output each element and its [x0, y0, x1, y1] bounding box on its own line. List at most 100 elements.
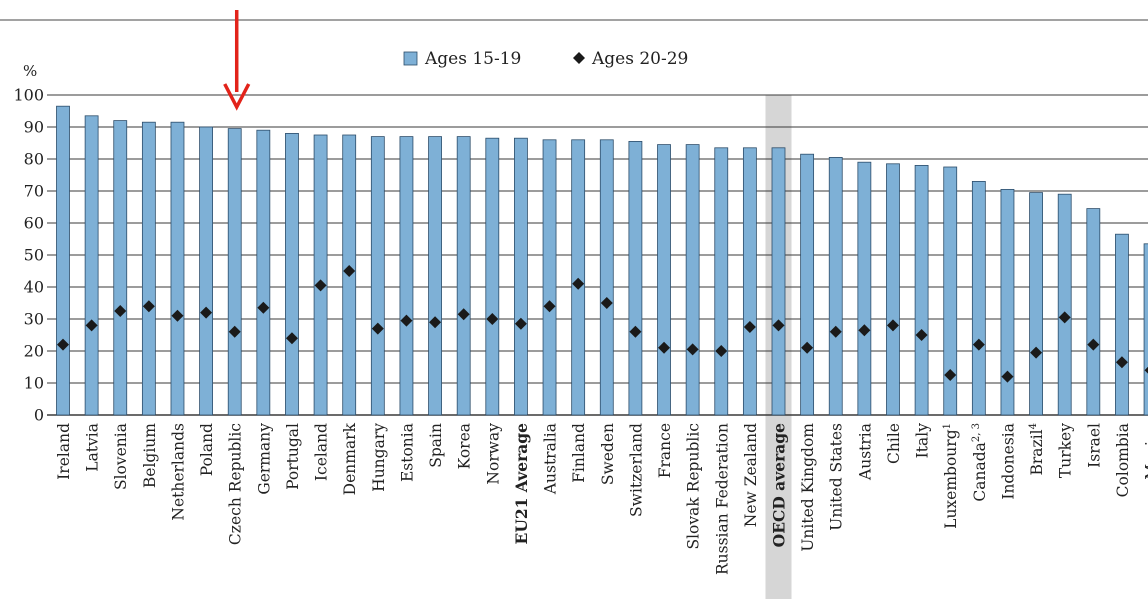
- marker-luxembourg: [944, 369, 957, 381]
- marker-colombia: [1115, 356, 1128, 369]
- marker-finland: [572, 277, 585, 290]
- marker-russian-federation: [715, 345, 728, 357]
- marker-slovak-republic: [686, 343, 699, 356]
- marker-italy: [915, 329, 928, 341]
- markers-ages-20-29: [57, 265, 1148, 383]
- bar-sweden: [599, 139, 614, 416]
- category-label-finland: Finland: [570, 423, 588, 483]
- category-label-netherlands: Netherlands: [169, 423, 187, 521]
- y-tick-label-40: 40: [24, 278, 44, 297]
- bar-norway: [485, 137, 500, 416]
- legend-swatch-bar: [403, 51, 418, 66]
- bars-ages-15-19: [56, 105, 1148, 416]
- highlight-arrow-icon: [223, 10, 251, 111]
- bar-italy: [914, 164, 929, 416]
- marker-portugal: [285, 332, 298, 345]
- bar-new-zealand: [742, 147, 757, 416]
- bar-portugal: [285, 132, 299, 416]
- category-label-oecd-average: OECD average: [770, 423, 789, 547]
- category-label-brazil: Brazil4: [1028, 423, 1046, 476]
- marker-netherlands: [171, 309, 184, 322]
- marker-estonia: [400, 314, 413, 327]
- marker-czech-republic: [228, 325, 241, 338]
- marker-norway: [486, 313, 499, 325]
- marker-indonesia: [1001, 370, 1014, 383]
- category-label-estonia: Estonia: [398, 423, 416, 482]
- category-label-spain: Spain: [427, 423, 445, 468]
- category-label-korea: Korea: [456, 423, 474, 469]
- y-axis-unit: %: [23, 62, 37, 80]
- category-label-italy: Italy: [914, 423, 932, 459]
- marker-mexico: [1144, 366, 1148, 374]
- y-tick-label-70: 70: [24, 182, 44, 201]
- category-label-latvia: Latvia: [84, 423, 102, 472]
- marker-sweden: [600, 297, 613, 309]
- category-label-mexico: Mexico: [1143, 423, 1148, 480]
- bar-korea: [456, 136, 471, 416]
- bar-netherlands: [170, 121, 185, 416]
- bar-mexico: [1143, 243, 1148, 416]
- marker-united-states: [829, 325, 842, 338]
- bar-canada: [971, 180, 986, 416]
- bar-russian-federation: [714, 147, 729, 416]
- bar-turkey: [1057, 193, 1072, 416]
- category-label-indonesia: Indonesia: [999, 423, 1017, 500]
- bar-chile: [886, 163, 900, 416]
- marker-poland: [200, 306, 213, 319]
- marker-israel: [1087, 338, 1100, 351]
- bar-switzerland: [628, 140, 643, 416]
- bar-france: [657, 144, 671, 416]
- marker-latvia: [85, 319, 98, 332]
- category-label-germany: Germany: [255, 423, 273, 495]
- bar-austria: [857, 161, 872, 416]
- category-label-slovak-republic: Slovak Republic: [685, 423, 703, 550]
- bar-united-kingdom: [800, 153, 815, 416]
- bar-poland: [199, 126, 214, 416]
- marker-eu21-average: [514, 317, 527, 330]
- category-label-norway: Norway: [484, 423, 502, 485]
- marker-canada: [972, 338, 985, 351]
- category-label-portugal: Portugal: [284, 423, 302, 490]
- category-label-poland: Poland: [198, 423, 216, 476]
- marker-ireland: [57, 338, 69, 351]
- bar-czech-republic: [227, 128, 242, 416]
- legend: Ages 15-19 Ages 20-29: [403, 49, 688, 69]
- category-label-new-zealand: New Zealand: [742, 423, 760, 527]
- category-label-eu21-average: EU21 Average: [512, 423, 531, 545]
- y-axis-ticks: 0 10 20 30 40 50 60 70 80 90 100: [13, 86, 44, 425]
- y-tick-label-90: 90: [24, 118, 44, 137]
- marker-iceland: [314, 279, 327, 292]
- category-label-iceland: Iceland: [313, 423, 331, 481]
- y-tick-label-0: 0: [34, 406, 44, 425]
- category-label-colombia: Colombia: [1114, 423, 1132, 497]
- marker-belgium: [142, 300, 155, 313]
- category-label-russian-federation: Russian Federation: [713, 423, 731, 575]
- y-tick-label-60: 60: [24, 214, 44, 233]
- marker-germany: [257, 301, 270, 314]
- arrow-head: [223, 83, 251, 111]
- bar-israel: [1086, 208, 1101, 416]
- legend-label-ages-15-19: Ages 15-19: [424, 49, 521, 69]
- marker-switzerland: [629, 325, 642, 338]
- bar-finland: [571, 139, 586, 416]
- bar-indonesia: [1000, 188, 1015, 416]
- category-label-belgium: Belgium: [141, 423, 159, 488]
- legend-swatch-diamond: [573, 52, 585, 64]
- marker-korea: [457, 308, 470, 321]
- y-tick-label-20: 20: [24, 342, 44, 361]
- marker-austria: [858, 324, 871, 337]
- marker-turkey: [1058, 311, 1071, 324]
- marker-chile: [886, 319, 899, 332]
- bar-slovak-republic: [685, 144, 700, 416]
- category-label-slovenia: Slovenia: [112, 423, 130, 490]
- bar-iceland: [313, 134, 328, 416]
- marker-denmark: [343, 265, 356, 277]
- y-tick-label-50: 50: [24, 246, 44, 265]
- bar-latvia: [84, 115, 99, 416]
- bar-belgium: [141, 121, 156, 416]
- category-label-sweden: Sweden: [599, 423, 617, 485]
- bar-eu21-average: [514, 137, 528, 416]
- y-tick-label-100: 100: [13, 86, 44, 105]
- category-label-united-kingdom: United Kingdom: [799, 423, 817, 552]
